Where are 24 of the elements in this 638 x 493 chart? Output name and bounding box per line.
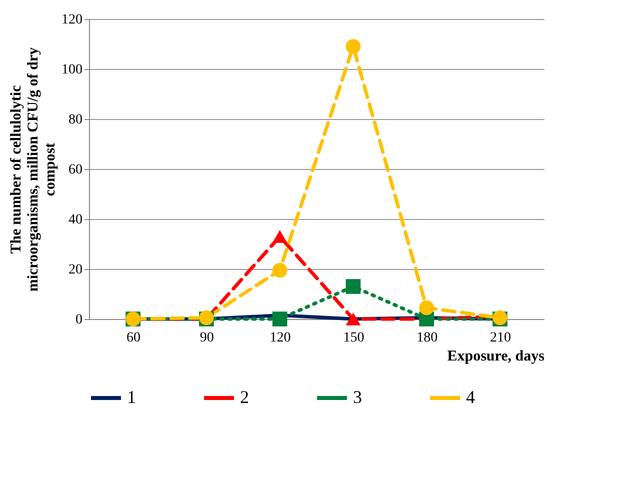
- x-tick-label: 120: [270, 330, 291, 346]
- point: [419, 300, 434, 316]
- y-tick-label: 20: [68, 262, 82, 278]
- y-tick-label: 120: [62, 12, 82, 28]
- legend-label: 2: [240, 387, 249, 407]
- y-tick-label: 60: [68, 162, 82, 178]
- x-tick-label: 90: [200, 330, 214, 346]
- y-tick-label: 80: [68, 112, 82, 128]
- x-axis-title: Exposure, days: [447, 348, 545, 364]
- legend-label: 1: [127, 387, 136, 407]
- point: [346, 39, 361, 54]
- legend-label: 4: [466, 387, 475, 407]
- x-tick-label: 180: [416, 330, 438, 346]
- point: [272, 262, 288, 278]
- y-tick-label: 40: [68, 212, 82, 228]
- x-tick-label: 60: [126, 330, 141, 346]
- x-tick-label: 150: [343, 330, 364, 346]
- point: [272, 312, 288, 326]
- y-tick-label: 100: [62, 62, 82, 78]
- point: [346, 279, 361, 294]
- x-tick-label: 210: [490, 330, 511, 346]
- y-axis-title: The number of cellulolytic microorganisms, million CFU/g of dry compost: [8, 46, 58, 292]
- y-tick-label: 0: [76, 312, 82, 328]
- legend-label: 3: [353, 387, 362, 407]
